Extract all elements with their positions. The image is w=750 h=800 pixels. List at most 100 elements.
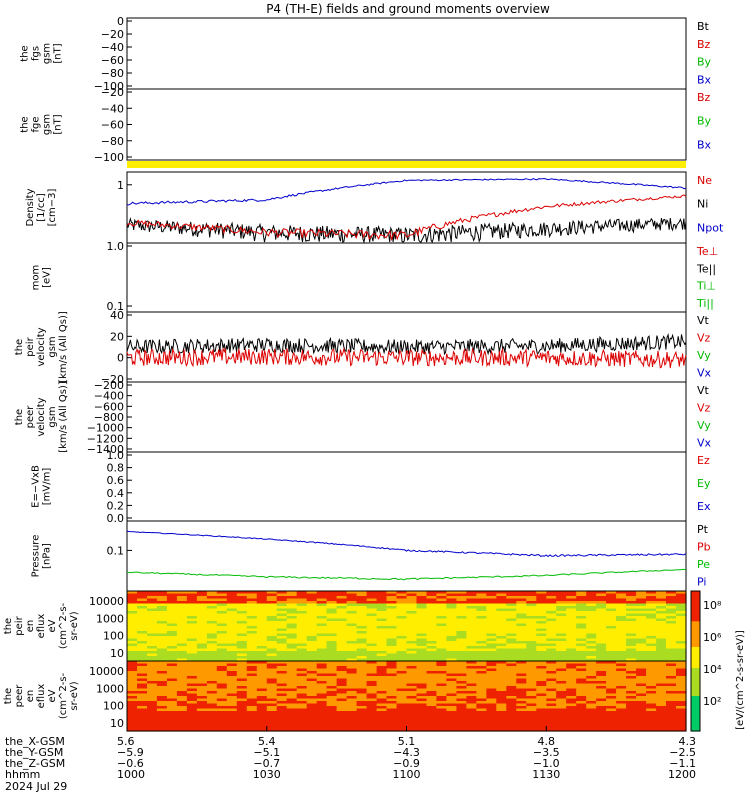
spectrogram-cell — [276, 651, 288, 655]
spectrogram-cell — [556, 638, 567, 642]
spectrogram-cell — [546, 671, 557, 675]
spectrogram-cell — [186, 711, 198, 715]
spectrogram-cell — [366, 671, 378, 675]
spectrogram-cell — [426, 593, 438, 597]
spectrogram-cell — [666, 591, 677, 595]
spectrogram-cell — [156, 641, 168, 645]
spectrogram-cell — [396, 613, 408, 617]
spectrogram-cell — [276, 673, 288, 677]
spectrogram-cell — [137, 716, 148, 720]
spectrogram-cell — [176, 593, 188, 597]
spectrogram-cell — [536, 706, 547, 710]
spectrogram-cell — [456, 678, 467, 682]
spectrogram-cell — [576, 716, 587, 720]
spectrogram-cell — [616, 701, 627, 705]
spectrogram-cell — [656, 673, 667, 677]
spectrogram-cell — [486, 671, 497, 675]
spectrogram-cell — [376, 643, 388, 647]
spectrogram-cell — [426, 621, 438, 625]
spectrogram-cell — [496, 678, 507, 682]
spectrogram-cell — [276, 593, 288, 597]
spectrogram-cell — [376, 671, 388, 675]
spectrogram-cell — [596, 631, 607, 635]
spectrogram-cell — [436, 668, 447, 672]
spectrogram-cell — [226, 636, 238, 640]
spectrogram-cell — [436, 703, 447, 707]
spectrogram-cell — [196, 638, 208, 642]
spectrogram-cell — [486, 693, 497, 697]
spectrogram-cell — [596, 661, 607, 665]
spectrogram-cell — [316, 693, 328, 697]
spectrogram-cell — [266, 728, 278, 732]
spectrogram-cell — [246, 661, 258, 665]
spectrogram-cell — [666, 673, 677, 677]
spectrogram-cell — [286, 728, 298, 732]
spectrogram-cell — [306, 698, 318, 702]
spectrogram-cell — [636, 653, 647, 657]
spectrogram-cell — [596, 701, 607, 705]
spectrogram-cell — [376, 708, 388, 712]
spectrogram-cell — [596, 603, 607, 607]
spectrogram-cell — [496, 616, 507, 620]
y-axis-label-line: sr-eV) — [69, 681, 80, 710]
spectrogram-cell — [666, 603, 677, 607]
spectrogram-cell — [386, 593, 398, 597]
spectrogram-cell — [176, 628, 188, 632]
spectrogram-cell — [336, 591, 348, 595]
spectrogram-cell — [166, 598, 178, 602]
spectrogram-cell — [536, 678, 547, 682]
spectrogram-cell — [236, 668, 248, 672]
spectrogram-cell — [586, 646, 597, 650]
spectrogram-cell — [226, 621, 238, 625]
spectrogram-cell — [556, 723, 567, 727]
spectrogram-cell — [436, 701, 447, 705]
spectrogram-cell — [576, 658, 587, 662]
spectrogram-cell — [586, 598, 597, 602]
panel-frame-pressure — [126, 520, 687, 592]
spectrogram-cell — [636, 593, 647, 597]
spectrogram-cell — [406, 613, 418, 617]
spectrogram-cell — [256, 636, 268, 640]
spectrogram-cell — [416, 708, 428, 712]
spectrogram-cell — [546, 618, 557, 622]
spectrogram-cell — [366, 713, 378, 717]
spectrogram-cell — [296, 698, 308, 702]
spectrogram-cell — [436, 718, 447, 722]
spectrogram-cell — [476, 591, 487, 595]
spectrogram-cell — [326, 668, 338, 672]
spectrogram-cell — [426, 628, 438, 632]
spectrogram-cell — [626, 658, 637, 662]
spectrogram-cell — [336, 636, 348, 640]
spectrogram-cell — [266, 651, 278, 655]
spectrogram-cell — [466, 676, 477, 680]
spectrogram-cell — [256, 673, 268, 677]
spectrogram-cell — [196, 693, 208, 697]
legend-entry-ti: Ti|| — [696, 297, 714, 310]
spectrogram-cell — [156, 648, 168, 652]
spectrogram-cell — [596, 728, 607, 732]
spectrogram-cell — [386, 721, 398, 725]
spectrogram-cell — [466, 706, 477, 710]
spectrogram-cell — [206, 723, 218, 727]
spectrogram-cell — [356, 676, 368, 680]
spectrogram-cell — [336, 601, 348, 605]
spectrogram-cell — [426, 686, 438, 690]
spectrogram-cell — [137, 593, 148, 597]
spectrogram-cell — [596, 693, 607, 697]
spectrogram-cell — [616, 611, 627, 615]
spectrogram-cell — [147, 618, 158, 622]
spectrogram-cell — [596, 648, 607, 652]
spectrogram-cell — [666, 593, 677, 597]
spectrogram-cell — [546, 593, 557, 597]
spectrogram-cell — [356, 711, 368, 715]
y-tick-label: 10000 — [89, 595, 124, 608]
spectrogram-cell — [406, 638, 418, 642]
spectrogram-cell — [526, 633, 537, 637]
spectrogram-cell — [406, 618, 418, 622]
spectrogram-cell — [506, 671, 517, 675]
spectrogram-cell — [286, 656, 298, 660]
spectrogram-cell — [536, 673, 547, 677]
spectrogram-cell — [406, 608, 418, 612]
spectrogram-cell — [396, 708, 408, 712]
